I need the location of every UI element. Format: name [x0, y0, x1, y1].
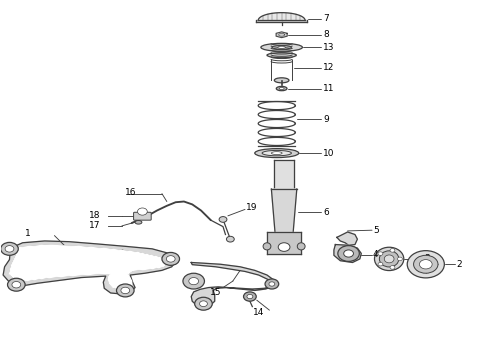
Text: 2: 2: [456, 260, 462, 269]
Text: 6: 6: [323, 208, 329, 217]
Ellipse shape: [262, 150, 292, 156]
Polygon shape: [191, 262, 274, 306]
Circle shape: [12, 282, 21, 288]
Polygon shape: [267, 232, 301, 253]
Text: 18: 18: [89, 211, 100, 220]
Ellipse shape: [271, 152, 282, 154]
Circle shape: [244, 292, 256, 301]
Circle shape: [183, 273, 204, 289]
Polygon shape: [276, 32, 287, 38]
Circle shape: [269, 282, 275, 286]
Ellipse shape: [384, 255, 394, 263]
Ellipse shape: [267, 53, 296, 58]
Ellipse shape: [278, 46, 286, 48]
Text: 14: 14: [253, 308, 265, 317]
Ellipse shape: [297, 243, 305, 250]
Text: 11: 11: [323, 84, 335, 93]
Text: 5: 5: [373, 226, 379, 235]
Ellipse shape: [272, 45, 292, 49]
Circle shape: [195, 297, 212, 310]
Polygon shape: [258, 13, 305, 21]
Ellipse shape: [374, 247, 404, 271]
Ellipse shape: [263, 243, 271, 250]
Ellipse shape: [274, 78, 289, 83]
Text: 10: 10: [323, 149, 335, 158]
Ellipse shape: [276, 86, 287, 91]
Polygon shape: [274, 160, 294, 189]
Circle shape: [419, 260, 432, 269]
Text: 15: 15: [210, 288, 221, 297]
Text: 9: 9: [323, 114, 329, 123]
Circle shape: [390, 266, 395, 269]
Polygon shape: [334, 244, 361, 262]
Circle shape: [247, 294, 253, 299]
Circle shape: [226, 236, 234, 242]
Circle shape: [265, 279, 279, 289]
Polygon shape: [3, 241, 176, 294]
FancyBboxPatch shape: [134, 212, 151, 220]
Text: 1: 1: [24, 229, 30, 238]
Circle shape: [162, 252, 179, 265]
Text: 19: 19: [246, 203, 257, 212]
Text: 4: 4: [373, 250, 379, 259]
Ellipse shape: [261, 43, 302, 51]
Circle shape: [121, 287, 130, 294]
Circle shape: [199, 301, 207, 307]
Text: 17: 17: [89, 221, 100, 230]
Text: 13: 13: [323, 43, 335, 52]
Ellipse shape: [255, 149, 299, 158]
Circle shape: [117, 284, 134, 297]
Circle shape: [407, 251, 444, 278]
Polygon shape: [271, 189, 297, 235]
Circle shape: [7, 278, 25, 291]
Text: 7: 7: [323, 14, 329, 23]
Circle shape: [378, 252, 383, 255]
Circle shape: [219, 217, 227, 222]
Circle shape: [390, 248, 395, 252]
Circle shape: [397, 257, 402, 261]
Polygon shape: [337, 232, 357, 245]
Circle shape: [5, 246, 14, 252]
Ellipse shape: [379, 251, 399, 267]
Polygon shape: [256, 20, 307, 22]
Circle shape: [138, 208, 147, 215]
Text: 8: 8: [323, 30, 329, 39]
Polygon shape: [9, 245, 167, 289]
Circle shape: [338, 246, 359, 261]
Circle shape: [166, 256, 175, 262]
Circle shape: [0, 242, 18, 255]
Circle shape: [278, 243, 290, 251]
Ellipse shape: [135, 221, 142, 224]
Text: 12: 12: [323, 63, 335, 72]
Text: 16: 16: [125, 188, 137, 197]
Text: 3: 3: [424, 255, 430, 264]
Circle shape: [343, 250, 353, 257]
Circle shape: [414, 255, 438, 273]
Circle shape: [378, 262, 383, 266]
Circle shape: [189, 278, 198, 285]
Ellipse shape: [279, 87, 284, 90]
